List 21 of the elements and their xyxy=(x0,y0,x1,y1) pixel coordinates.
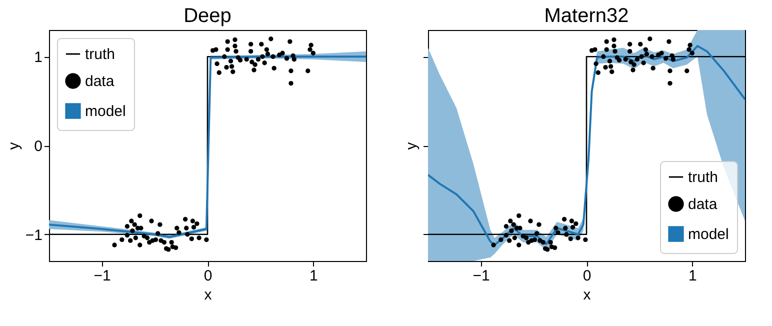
legend-label: model xyxy=(688,226,729,243)
chart-title: Deep xyxy=(184,5,232,27)
legend-label: data xyxy=(688,196,718,213)
x-tick-label: 0 xyxy=(204,268,212,284)
x-tick-label: −1 xyxy=(94,268,111,284)
legend-label: truth xyxy=(85,46,116,63)
x-tick-label: 1 xyxy=(309,268,318,284)
x-tick-label: −1 xyxy=(472,268,490,284)
y-tick-label: 1 xyxy=(34,49,42,66)
x-axis-title: x xyxy=(204,286,212,304)
y-axis-title: y xyxy=(403,142,420,150)
y-tick-label: 0 xyxy=(34,138,42,155)
y-axis-title: y xyxy=(5,142,22,150)
legend-label: truth xyxy=(688,169,718,186)
legend-label: model xyxy=(85,103,126,120)
chart-title: Matern32 xyxy=(544,5,629,27)
y-tick-label: −1 xyxy=(25,226,42,244)
x-axis-title: x xyxy=(583,286,592,304)
x-tick-label: 0 xyxy=(582,268,592,284)
legend-label: data xyxy=(85,73,115,90)
x-tick-label: 1 xyxy=(688,268,697,284)
